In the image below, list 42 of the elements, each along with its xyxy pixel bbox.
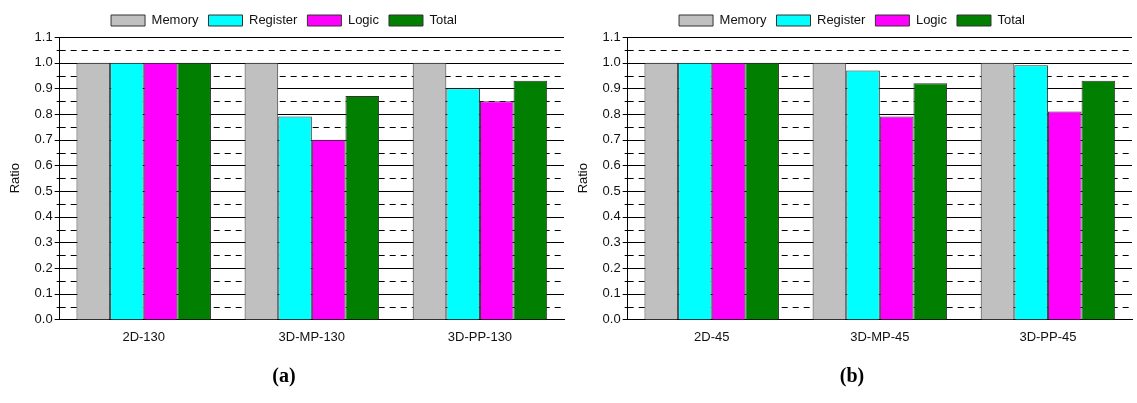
y-tick-label: 0.5 xyxy=(34,182,53,198)
text: (a) xyxy=(272,364,296,388)
y-tick-label: 0.7 xyxy=(34,131,53,147)
x-tick-label: 3D-MP-130 xyxy=(278,328,346,344)
legend-label: Logic xyxy=(915,12,948,28)
legend-label: Register xyxy=(249,12,299,28)
y-tick-label: 0.7 xyxy=(602,131,621,147)
y-tick-label: 0.6 xyxy=(602,156,621,172)
y-tick-label: 0.9 xyxy=(602,79,621,95)
y-tick-label: 0.2 xyxy=(602,259,621,275)
y-tick-label: 0.3 xyxy=(34,233,53,249)
y-axis-title: Ratio xyxy=(7,163,23,194)
y-tick-label: 0.4 xyxy=(602,208,621,224)
y-tick-label: 0.5 xyxy=(602,182,621,198)
y-tick-label: 0.6 xyxy=(34,156,53,172)
x-tick-label: 2D-45 xyxy=(694,328,730,344)
y-tick-label: 1.0 xyxy=(34,54,53,70)
y-tick-label: 0.0 xyxy=(34,310,53,326)
legend-label: Logic xyxy=(347,12,380,28)
y-tick-label: 0.9 xyxy=(34,79,53,95)
legend-label: Total xyxy=(429,12,458,28)
y-tick-label: 1.1 xyxy=(602,28,621,44)
y-tick-label: 0.8 xyxy=(602,105,621,121)
y-axis-title: Ratio xyxy=(575,163,591,194)
y-tick-label: 0.2 xyxy=(34,259,53,275)
legend-label: Register xyxy=(817,12,867,28)
legend-label: Memory xyxy=(719,12,767,28)
text: (b) xyxy=(839,364,865,388)
x-tick-label: 3D-MP-45 xyxy=(850,328,910,344)
x-tick-label: 3D-PP-130 xyxy=(447,328,513,344)
legend-label: Memory xyxy=(151,12,199,28)
y-tick-label: 1.1 xyxy=(34,28,53,44)
x-tick-label: 3D-PP-45 xyxy=(1019,328,1077,344)
y-tick-label: 0.1 xyxy=(602,285,621,301)
legend-label: Total xyxy=(997,12,1026,28)
y-tick-label: 0.4 xyxy=(34,208,53,224)
y-tick-label: 0.1 xyxy=(34,285,53,301)
y-tick-label: 0.0 xyxy=(602,310,621,326)
y-tick-label: 1.0 xyxy=(602,54,621,70)
y-tick-label: 0.8 xyxy=(34,105,53,121)
y-tick-label: 0.3 xyxy=(602,233,621,249)
x-tick-label: 2D-130 xyxy=(122,328,166,344)
